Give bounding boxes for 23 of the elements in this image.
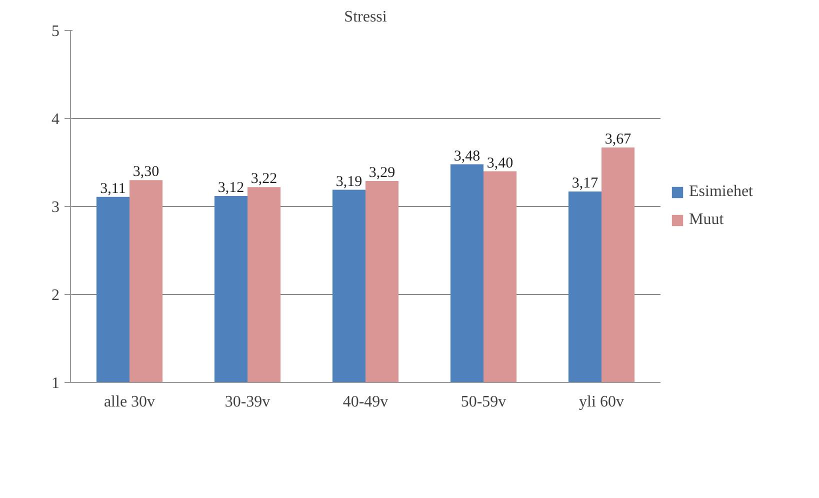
- data-label: 3,40: [486, 155, 514, 172]
- chart-title: Stressi: [344, 8, 388, 26]
- legend-label: Muut: [689, 211, 724, 229]
- y-tick-label: 1: [52, 375, 60, 392]
- y-tick-label: 3: [52, 199, 60, 216]
- y-tick-label: 2: [52, 287, 60, 304]
- data-label: 3,12: [218, 180, 244, 196]
- data-label: 3,19: [336, 174, 362, 190]
- data-label: 3,48: [454, 148, 480, 164]
- legend-label: Esimiehet: [689, 183, 753, 201]
- data-label: 3,67: [604, 132, 632, 148]
- data-label: 3,22: [250, 171, 278, 188]
- x-tick-label: alle 30v: [104, 394, 156, 410]
- y-tick-label: 4: [52, 111, 60, 128]
- y-tick-label: 5: [52, 23, 60, 40]
- data-label: 3,30: [132, 164, 160, 180]
- x-tick-label: 40-49v: [342, 394, 388, 410]
- data-label: 3,11: [100, 180, 126, 197]
- data-label: 3,29: [368, 164, 396, 181]
- x-tick-label: 30-39v: [224, 394, 270, 410]
- data-label: 3,17: [572, 176, 599, 192]
- x-tick-label: yli 60v: [579, 394, 624, 410]
- x-tick-label: 50-59v: [460, 394, 506, 410]
